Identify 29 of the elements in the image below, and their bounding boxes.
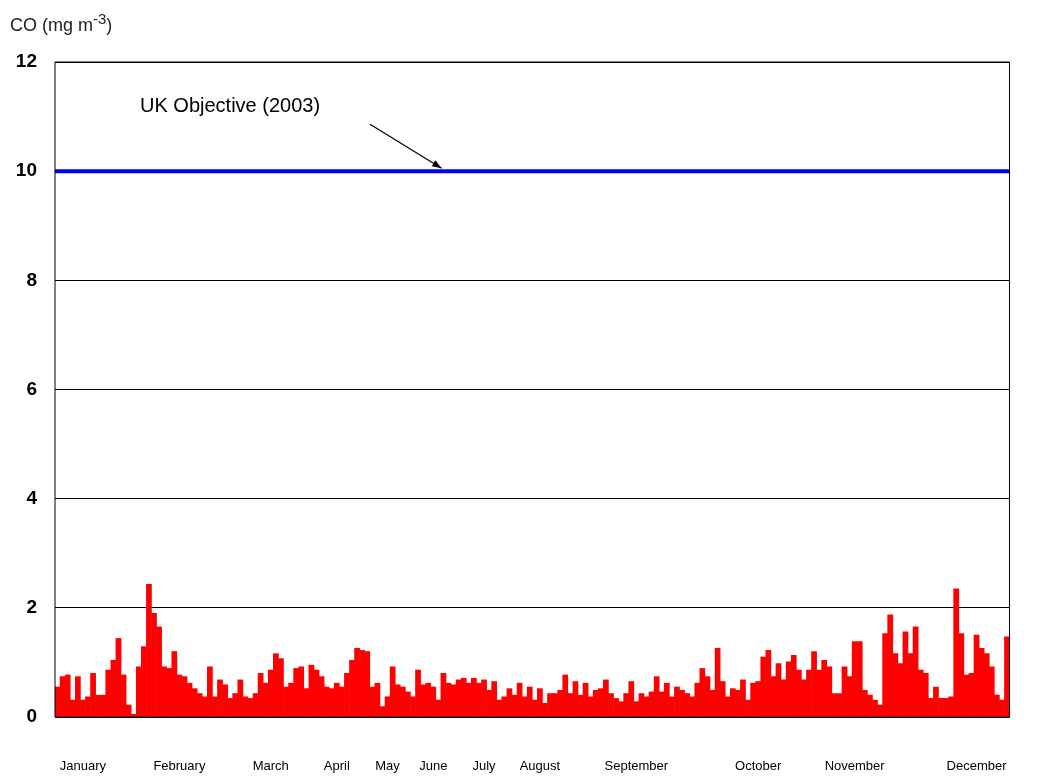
x-tick-label: June bbox=[419, 758, 448, 774]
x-tick-label: January bbox=[59, 758, 107, 774]
x-tick-label: March bbox=[252, 758, 289, 774]
y-axis-title: CO (mg m$^{-3}$) bbox=[10, 10, 113, 36]
x-tick-label: August bbox=[519, 758, 561, 774]
y-tick-label: 12 bbox=[15, 50, 37, 72]
y-tick-label: 8 bbox=[26, 268, 37, 290]
x-tick-label: February bbox=[153, 758, 206, 774]
x-tick-label: May bbox=[375, 758, 401, 774]
bar bbox=[64, 674, 71, 717]
y-tick-label: 6 bbox=[26, 377, 37, 399]
bar bbox=[257, 673, 264, 717]
y-tick-label: 4 bbox=[26, 486, 38, 508]
bar bbox=[922, 673, 929, 717]
y-tick-label: 10 bbox=[15, 159, 37, 181]
bar bbox=[526, 686, 533, 717]
bar bbox=[74, 676, 81, 717]
x-tick-label: April bbox=[323, 758, 350, 774]
bar bbox=[663, 682, 670, 717]
x-tick-label: October bbox=[735, 758, 782, 774]
bar bbox=[653, 676, 660, 717]
y-tick-label: 0 bbox=[26, 705, 37, 727]
x-tick-label: November bbox=[824, 758, 886, 774]
x-tick-label: July bbox=[472, 758, 497, 774]
y-tick-label: 2 bbox=[26, 596, 37, 618]
x-tick-label: December bbox=[946, 758, 1008, 774]
bar bbox=[206, 666, 213, 717]
ref-line-label: UK Objective (2003) bbox=[140, 93, 321, 116]
x-tick-label: September bbox=[604, 758, 669, 774]
